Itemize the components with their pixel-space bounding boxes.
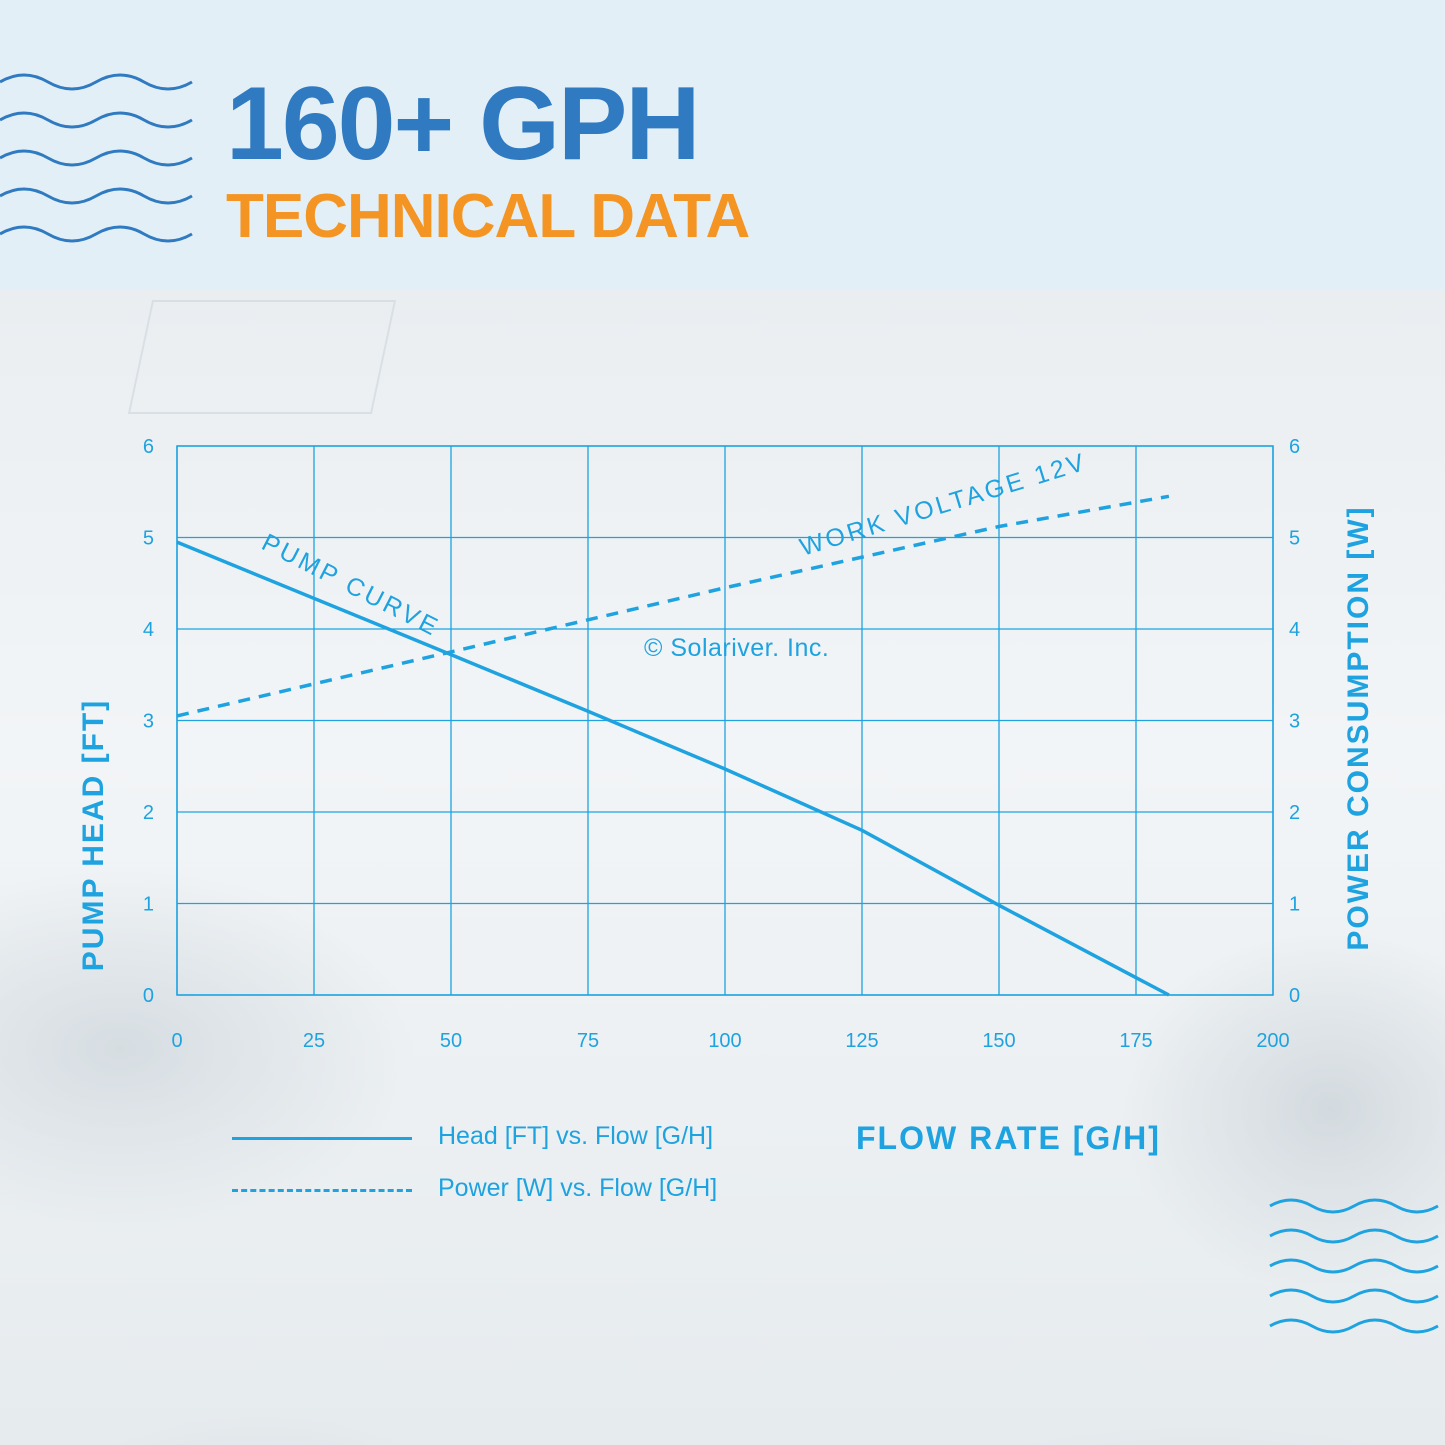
y2-tick-label: 2 bbox=[1289, 802, 1300, 824]
y-tick-label: 2 bbox=[143, 802, 154, 824]
y2-tick-label: 4 bbox=[1289, 619, 1300, 641]
waves-icon-bottom-right bbox=[1269, 1198, 1439, 1334]
legend-swatch-solid bbox=[232, 1137, 412, 1140]
y2-tick-label: 0 bbox=[1289, 985, 1300, 1007]
y2-tick-label: 5 bbox=[1289, 528, 1300, 550]
x-tick-label: 150 bbox=[982, 1030, 1015, 1052]
y2-tick-label: 6 bbox=[1289, 436, 1300, 458]
annotation-work-voltage: WORK VOLTAGE 12V bbox=[797, 448, 1091, 562]
header-banner: 160+ GPH TECHNICAL DATA bbox=[0, 0, 1445, 289]
background-photo bbox=[0, 289, 1445, 1445]
x-tick-label: 175 bbox=[1119, 1030, 1152, 1052]
y-tick-label: 3 bbox=[143, 711, 154, 733]
x-tick-label: 125 bbox=[845, 1030, 878, 1052]
x-tick-label: 75 bbox=[577, 1030, 599, 1052]
y-tick-label: 6 bbox=[143, 436, 154, 458]
waves-icon-top-left bbox=[0, 73, 193, 243]
y2-tick-label: 1 bbox=[1289, 894, 1300, 916]
x-axis-title: FLOW RATE [G/H] bbox=[856, 1120, 1161, 1156]
y2-tick-label: 3 bbox=[1289, 711, 1300, 733]
annotation-copyright: © Solariver. Inc. bbox=[644, 634, 829, 662]
x-tick-label: 0 bbox=[171, 1030, 182, 1052]
y-tick-label: 5 bbox=[143, 528, 154, 550]
y2-axis-title: POWER CONSUMPTION [W] bbox=[1342, 505, 1375, 950]
x-tick-label: 50 bbox=[440, 1030, 462, 1052]
page-title: 160+ GPH bbox=[226, 66, 701, 182]
series-line-head bbox=[176, 540, 1170, 997]
x-tick-label: 200 bbox=[1256, 1030, 1289, 1052]
x-tick-label: 25 bbox=[303, 1030, 325, 1052]
series-line-power bbox=[176, 494, 1170, 718]
y-axis-title: PUMP HEAD [FT] bbox=[77, 699, 110, 971]
legend-swatch-dashed bbox=[232, 1189, 412, 1192]
y-tick-label: 1 bbox=[143, 894, 154, 916]
page-subtitle: TECHNICAL DATA bbox=[226, 182, 750, 251]
y-tick-label: 0 bbox=[143, 985, 154, 1007]
x-tick-label: 100 bbox=[708, 1030, 741, 1052]
legend-label: Head [FT] vs. Flow [G/H] bbox=[438, 1122, 714, 1150]
legend-label: Power [W] vs. Flow [G/H] bbox=[438, 1174, 718, 1202]
y-tick-label: 4 bbox=[143, 619, 154, 641]
